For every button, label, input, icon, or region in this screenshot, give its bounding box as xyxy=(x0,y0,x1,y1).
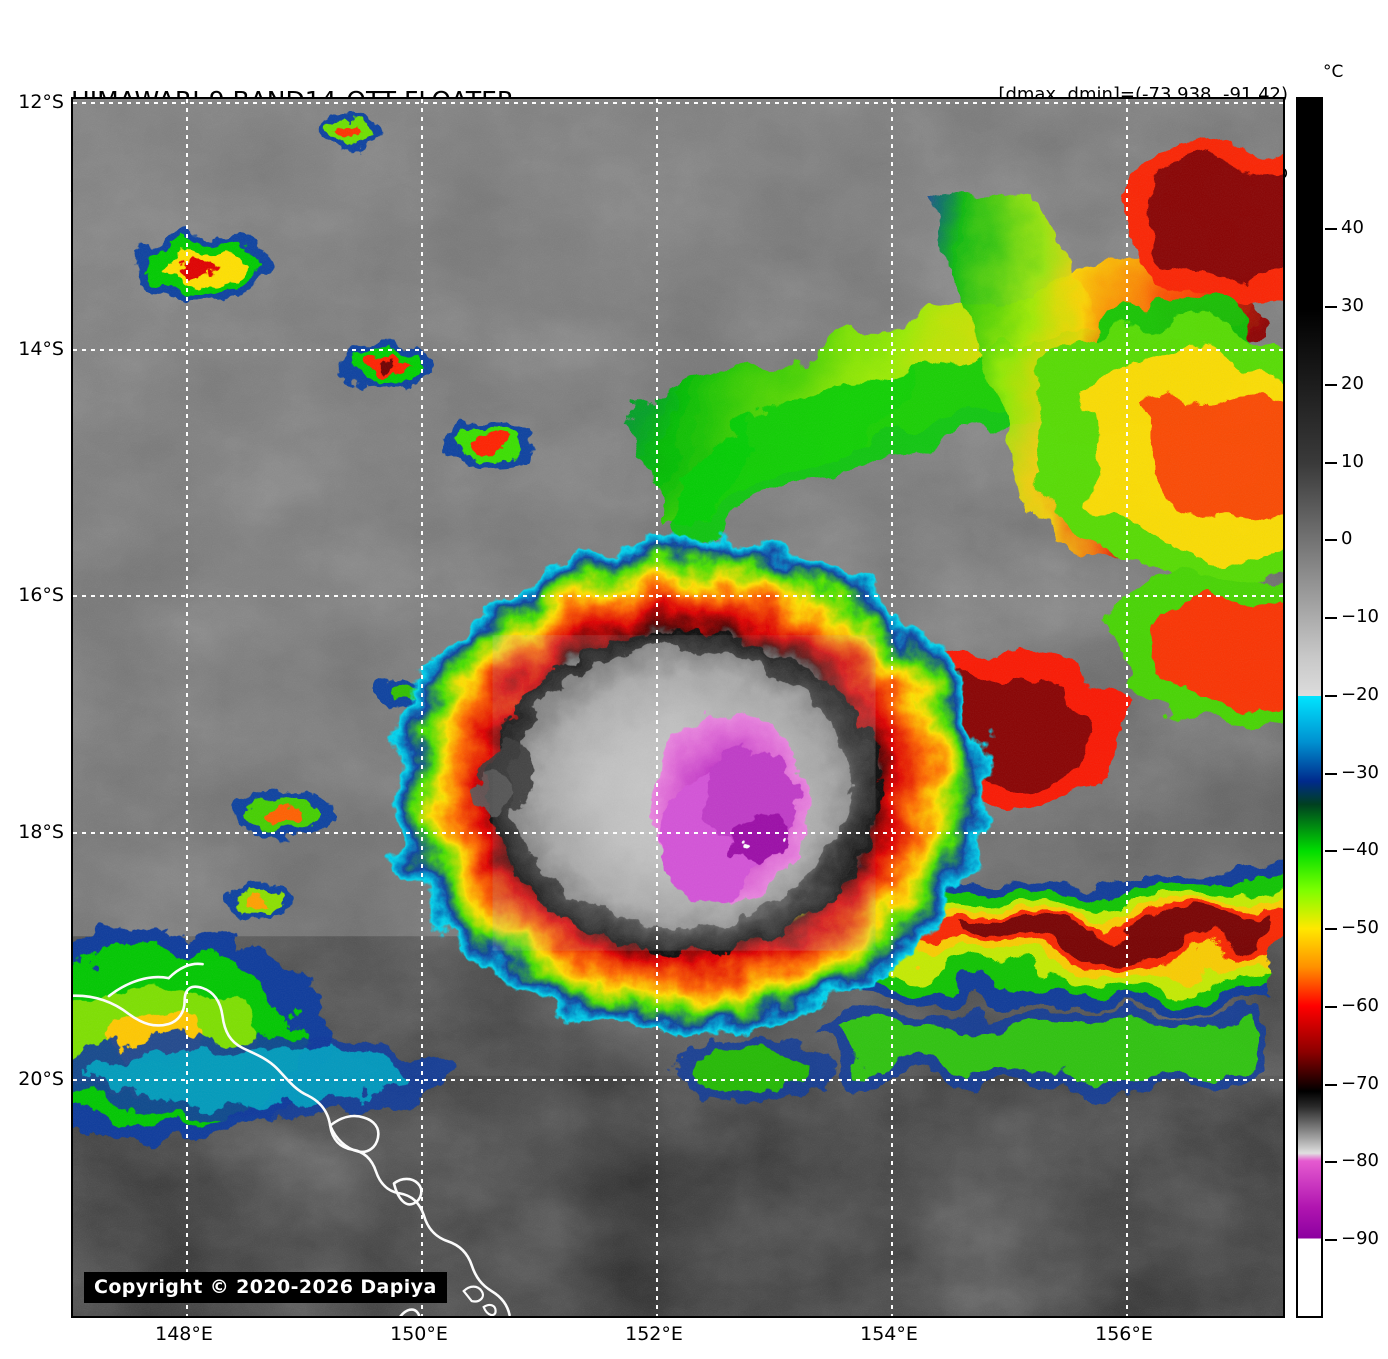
gridline-lon-152 xyxy=(656,99,658,1316)
colorbar-tick xyxy=(1325,928,1337,931)
colorbar-tick-label: 0 xyxy=(1341,528,1353,550)
gridline-lat-14 xyxy=(73,349,1283,351)
lat-label-20S: 20°S xyxy=(18,1068,64,1090)
gridline-lat-16 xyxy=(73,595,1283,597)
colorbar-tick-label: −10 xyxy=(1341,606,1379,628)
colorbar-tick-label: 20 xyxy=(1341,372,1364,394)
colorbar-tick xyxy=(1325,539,1337,542)
gridline-lat-20 xyxy=(73,1079,1283,1081)
lat-label-16S: 16°S xyxy=(18,584,64,606)
lon-label-154E: 154°E xyxy=(860,1323,918,1345)
lon-label-150E: 150°E xyxy=(390,1323,448,1345)
colorbar-tick-label: 30 xyxy=(1341,294,1364,316)
colorbar-tick-label: 10 xyxy=(1341,450,1364,472)
colorbar-tick xyxy=(1325,617,1337,620)
lat-label-12S: 12°S xyxy=(18,91,64,113)
colorbar-tick-label: −50 xyxy=(1341,917,1379,939)
colorbar-tick-label: −60 xyxy=(1341,994,1379,1016)
colorbar-tick xyxy=(1325,1083,1337,1086)
colorbar-tick-label: −70 xyxy=(1341,1072,1379,1094)
gridline-lon-148 xyxy=(186,99,188,1316)
lon-label-152E: 152°E xyxy=(625,1323,683,1345)
gridline-lon-150 xyxy=(421,99,423,1316)
lat-label-14S: 14°S xyxy=(18,338,64,360)
colorbar-tick xyxy=(1325,1005,1337,1008)
colorbar-tick-label: −80 xyxy=(1341,1150,1379,1172)
colorbar-tick xyxy=(1325,772,1337,775)
colorbar-tick xyxy=(1325,305,1337,308)
colorbar-gradient xyxy=(1298,99,1321,1316)
gridline-lat-18 xyxy=(73,832,1283,834)
colorbar-tick-label: 40 xyxy=(1341,217,1364,239)
gridline-lon-154 xyxy=(891,99,893,1316)
gridline-lon-156 xyxy=(1126,99,1128,1316)
colorbar-tick-label: −20 xyxy=(1341,683,1379,705)
satellite-imagery xyxy=(73,99,1283,1316)
colorbar-tick xyxy=(1325,694,1337,697)
temperature-colorbar[interactable] xyxy=(1296,97,1323,1318)
colorbar-tick xyxy=(1325,228,1337,231)
colorbar-unit-label: °C xyxy=(1323,62,1344,82)
colorbar-tick xyxy=(1325,461,1337,464)
lat-label-18S: 18°S xyxy=(18,821,64,843)
gridline-lat-12 xyxy=(73,102,1283,104)
colorbar-tick-label: −90 xyxy=(1341,1228,1379,1250)
satellite-image-plot[interactable]: Copyright © 2020-2026 Dapiya xyxy=(71,97,1285,1318)
colorbar-tick xyxy=(1325,1239,1337,1242)
colorbar-tick-label: −30 xyxy=(1341,761,1379,783)
lon-label-148E: 148°E xyxy=(155,1323,213,1345)
lon-label-156E: 156°E xyxy=(1095,1323,1153,1345)
colorbar-tick xyxy=(1325,1161,1337,1164)
colorbar-tick-label: −40 xyxy=(1341,839,1379,861)
copyright-banner: Copyright © 2020-2026 Dapiya xyxy=(84,1272,447,1303)
colorbar-tick xyxy=(1325,850,1337,853)
colorbar-tick xyxy=(1325,383,1337,386)
